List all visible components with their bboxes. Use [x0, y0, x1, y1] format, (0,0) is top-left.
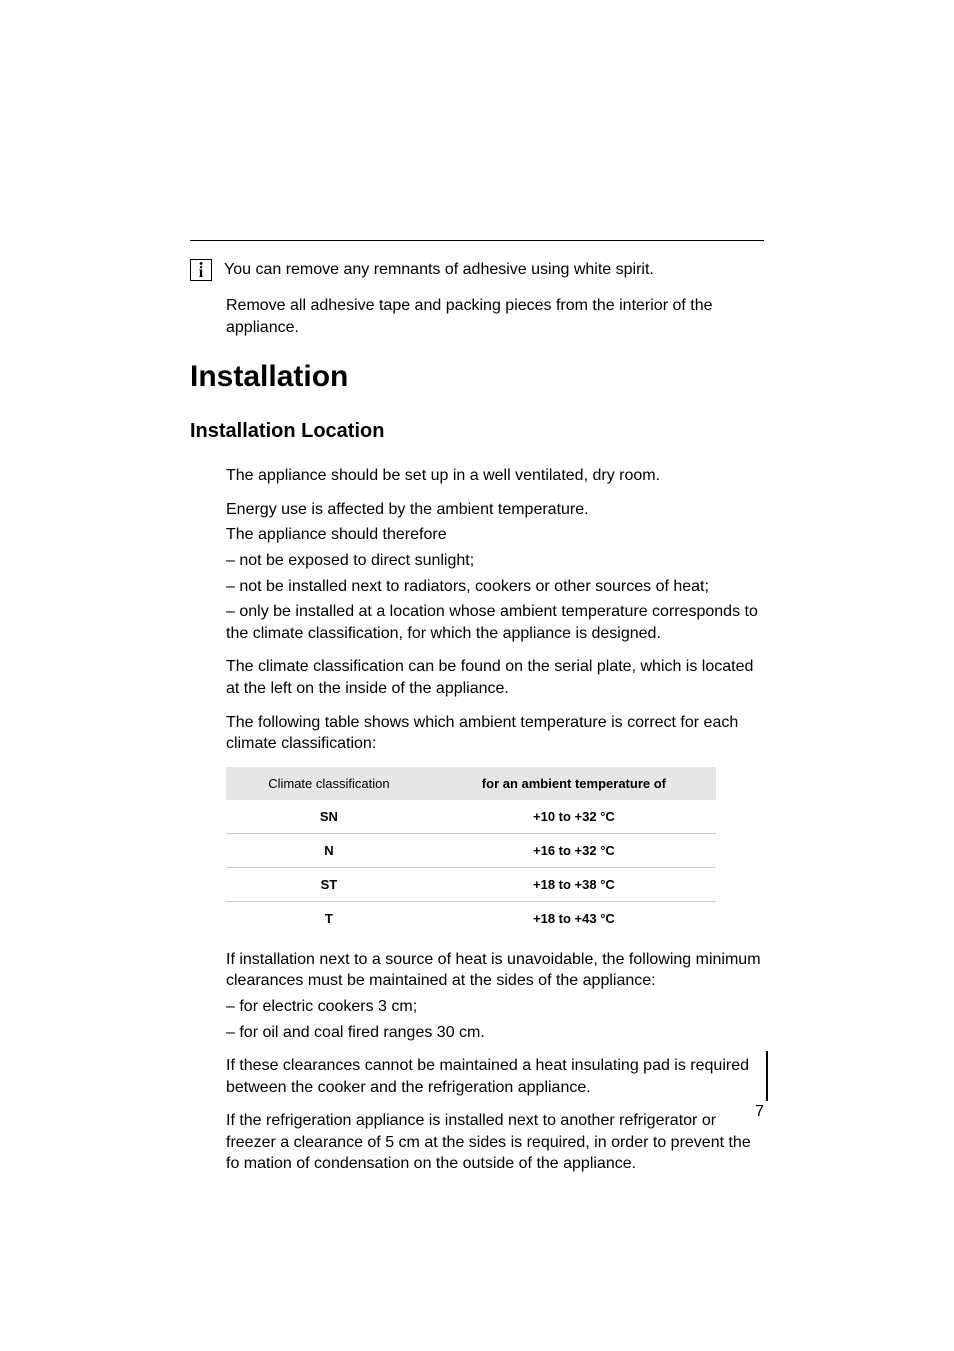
- table-row: N +16 to +32 °C: [226, 833, 716, 867]
- subsection-title: Installation Location: [190, 420, 764, 443]
- paragraph-2c: – not be exposed to direct sunlight;: [226, 550, 764, 572]
- table-row: ST +18 to +38 °C: [226, 867, 716, 901]
- table-cell-class: T: [226, 901, 432, 935]
- table-row: SN +10 to +32 °C: [226, 800, 716, 834]
- table-cell-temp: +18 to +38 °C: [432, 867, 716, 901]
- info-tip-row: You can remove any remnants of adhesive …: [190, 259, 764, 281]
- paragraph-7: If the refrigeration appliance is instal…: [226, 1110, 764, 1175]
- table-cell-temp: +10 to +32 °C: [432, 800, 716, 834]
- paragraph-2b: The appliance should therefore: [226, 524, 764, 546]
- table-header-row: Climate classification for an ambient te…: [226, 767, 716, 800]
- paragraph-5b: – for oil and coal fired ranges 30 cm.: [226, 1022, 764, 1044]
- paragraph-2e: – only be installed at a location whose …: [226, 601, 764, 644]
- table-cell-class: SN: [226, 800, 432, 834]
- table-cell-temp: +16 to +32 °C: [432, 833, 716, 867]
- right-margin-accent: [766, 1051, 768, 1101]
- page-number: 7: [755, 1103, 764, 1121]
- paragraph-4: The following table shows which ambient …: [226, 712, 764, 755]
- paragraph-2a: Energy use is affected by the ambient te…: [226, 499, 764, 521]
- section-title: Installation: [190, 360, 764, 394]
- page-content: You can remove any remnants of adhesive …: [190, 240, 764, 1179]
- table-cell-class: ST: [226, 867, 432, 901]
- paragraph-5a: – for electric cookers 3 cm;: [226, 996, 764, 1018]
- paragraph-2d: – not be installed next to radiators, co…: [226, 576, 764, 598]
- table-cell-class: N: [226, 833, 432, 867]
- table-row: T +18 to +43 °C: [226, 901, 716, 935]
- paragraph-5: If installation next to a source of heat…: [226, 949, 764, 992]
- table-header-classification: Climate classification: [226, 767, 432, 800]
- paragraph-3: The climate classification can be found …: [226, 656, 764, 699]
- info-tip-text: You can remove any remnants of adhesive …: [224, 259, 764, 281]
- info-body-text: Remove all adhesive tape and packing pie…: [226, 295, 764, 338]
- table-header-temperature: for an ambient temperature of: [432, 767, 716, 800]
- paragraph-6: If these clearances cannot be maintained…: [226, 1055, 764, 1098]
- climate-classification-table: Climate classification for an ambient te…: [226, 767, 716, 935]
- top-horizontal-rule: [190, 240, 764, 241]
- info-icon: [190, 259, 212, 281]
- table-cell-temp: +18 to +43 °C: [432, 901, 716, 935]
- paragraph-1: The appliance should be set up in a well…: [226, 465, 764, 487]
